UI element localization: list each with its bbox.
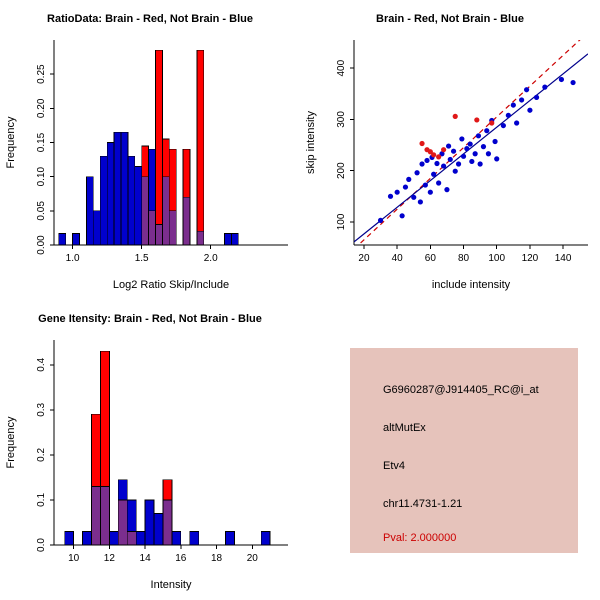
y-tick-label: 100 bbox=[336, 213, 347, 230]
plot-area bbox=[58, 49, 239, 245]
y-tick-label: 0.10 bbox=[36, 166, 47, 186]
axes bbox=[350, 40, 588, 249]
chart-title: RatioData: Brain - Red, Not Brain - Blue bbox=[47, 13, 253, 25]
x-tick-label: 16 bbox=[175, 553, 187, 564]
x-tick-label: 18 bbox=[211, 553, 223, 564]
x-tick-label: 1.5 bbox=[135, 253, 149, 264]
y-axis-label: Frequency bbox=[5, 416, 17, 468]
event-type-text: altMutEx bbox=[383, 422, 426, 434]
y-tick-label: 200 bbox=[336, 162, 347, 179]
y-tick-label: 0.3 bbox=[36, 402, 47, 416]
x-tick-label: 20 bbox=[247, 553, 259, 564]
y-tick-label: 0.2 bbox=[36, 448, 47, 462]
not-brain-fit-line bbox=[354, 53, 588, 243]
x-axis-label: include intensity bbox=[432, 279, 511, 291]
x-tick-label: 20 bbox=[358, 253, 370, 264]
y-tick-label: 0.00 bbox=[36, 235, 47, 255]
x-tick-label: 100 bbox=[488, 253, 505, 264]
y-tick-label: 0.25 bbox=[36, 64, 47, 84]
y-tick-label: 0.4 bbox=[36, 357, 47, 371]
chromosome-location-text: chr11.4731-1.21 bbox=[383, 498, 463, 510]
chart-title: Gene Itensity: Brain - Red, Not Brain - … bbox=[38, 313, 262, 325]
panel-intensity-scatter: Brain - Red, Not Brain - Blue 20 40 60 80 100… bbox=[300, 0, 600, 300]
x-tick-label: 40 bbox=[392, 253, 404, 264]
x-tick-label: 10 bbox=[68, 553, 80, 564]
gene-intensity-histogram-chart: Gene Itensity: Brain - Red, Not Brain - … bbox=[5, 313, 288, 591]
gene-info-box: G6960287@J914405_RC@i_at altMutEx Etv4 c… bbox=[350, 348, 578, 553]
ratio-histogram-chart: RatioData: Brain - Red, Not Brain - Blue… bbox=[5, 13, 288, 291]
panel-gene-intensity-histogram: Gene Itensity: Brain - Red, Not Brain - … bbox=[0, 300, 300, 600]
panel-ratio-histogram: RatioData: Brain - Red, Not Brain - Blue… bbox=[0, 0, 300, 300]
panel-gene-info: G6960287@J914405_RC@i_at altMutEx Etv4 c… bbox=[300, 300, 600, 600]
y-tick-label: 0.05 bbox=[36, 201, 47, 221]
y-tick-label: 300 bbox=[336, 111, 347, 128]
probe-id-text: G6960287@J914405_RC@i_at bbox=[383, 384, 539, 396]
y-tick-label: 0.20 bbox=[36, 98, 47, 118]
brain-fit-line bbox=[357, 40, 581, 245]
plot-area bbox=[354, 40, 588, 245]
x-tick-label: 140 bbox=[555, 253, 572, 264]
x-tick-label: 12 bbox=[104, 553, 116, 564]
intensity-scatter-chart: Brain - Red, Not Brain - Blue 20 40 60 80 100… bbox=[305, 13, 588, 291]
y-tick-label: 0.0 bbox=[36, 538, 47, 552]
y-tick-label: 400 bbox=[336, 59, 347, 76]
x-tick-label: 2.0 bbox=[204, 253, 218, 264]
x-axis-label: Log2 Ratio Skip/Include bbox=[113, 279, 229, 291]
x-tick-label: 1.0 bbox=[66, 253, 80, 264]
gene-symbol-text: Etv4 bbox=[383, 460, 406, 472]
plot-area bbox=[64, 350, 271, 545]
y-axis-label: skip intensity bbox=[305, 111, 317, 174]
x-axis-label: Intensity bbox=[151, 579, 192, 591]
x-tick-label: 14 bbox=[140, 553, 152, 564]
pval-text: Pval: 2.000000 bbox=[383, 532, 457, 544]
y-tick-label: 0.1 bbox=[36, 493, 47, 507]
x-tick-label: 60 bbox=[425, 253, 437, 264]
y-tick-label: 0.15 bbox=[36, 132, 47, 152]
chart-title: Brain - Red, Not Brain - Blue bbox=[376, 13, 524, 25]
y-axis-label: Frequency bbox=[5, 116, 17, 168]
x-tick-label: 120 bbox=[522, 253, 539, 264]
x-tick-label: 80 bbox=[458, 253, 470, 264]
